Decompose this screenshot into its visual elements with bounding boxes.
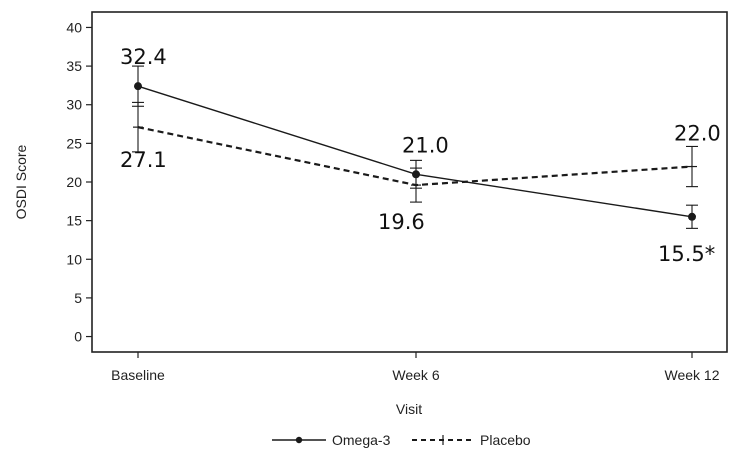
data-point bbox=[134, 82, 142, 91]
x-tick-label-0: Baseline bbox=[111, 367, 165, 383]
x-axis-title: Visit bbox=[396, 401, 422, 417]
x-axis: Baseline Week 6 Week 12 bbox=[111, 352, 720, 383]
data-label: 27.1 bbox=[120, 148, 167, 172]
legend-label-placebo: Placebo bbox=[480, 432, 531, 448]
y-tick-label-5: 5 bbox=[74, 290, 82, 306]
legend-label-omega-3: Omega-3 bbox=[332, 432, 391, 448]
data-point bbox=[688, 212, 696, 221]
series-placebo: 27.1 19.6 22.0 bbox=[120, 101, 721, 234]
data-label: 32.4 bbox=[120, 45, 167, 69]
legend-marker-omega-3 bbox=[295, 436, 303, 444]
y-tick-label-10: 10 bbox=[66, 251, 82, 267]
data-label: 15.5* bbox=[658, 242, 715, 266]
y-tick-label-25: 25 bbox=[66, 135, 82, 151]
series-layer: 32.4 21.0 15.5* 27.1 19.6 22.0 bbox=[120, 45, 721, 266]
y-tick-label-20: 20 bbox=[66, 174, 82, 190]
y-tick-label-0: 0 bbox=[74, 329, 82, 345]
x-tick-label-1: Week 6 bbox=[392, 367, 439, 383]
y-tick-label-35: 35 bbox=[66, 58, 82, 74]
data-label: 19.6 bbox=[378, 210, 425, 234]
y-tick-label-40: 40 bbox=[66, 19, 82, 35]
y-axis: 0 5 10 15 20 25 30 35 40 bbox=[66, 19, 92, 345]
legend: Omega-3 Placebo bbox=[272, 432, 531, 448]
x-tick-label-2: Week 12 bbox=[665, 367, 720, 383]
y-tick-label-30: 30 bbox=[66, 97, 82, 113]
data-label: 22.0 bbox=[674, 122, 721, 146]
y-tick-label-15: 15 bbox=[66, 213, 82, 229]
y-axis-title: OSDI Score bbox=[13, 144, 29, 219]
data-label: 21.0 bbox=[402, 133, 449, 157]
plot-frame bbox=[91, 11, 728, 353]
